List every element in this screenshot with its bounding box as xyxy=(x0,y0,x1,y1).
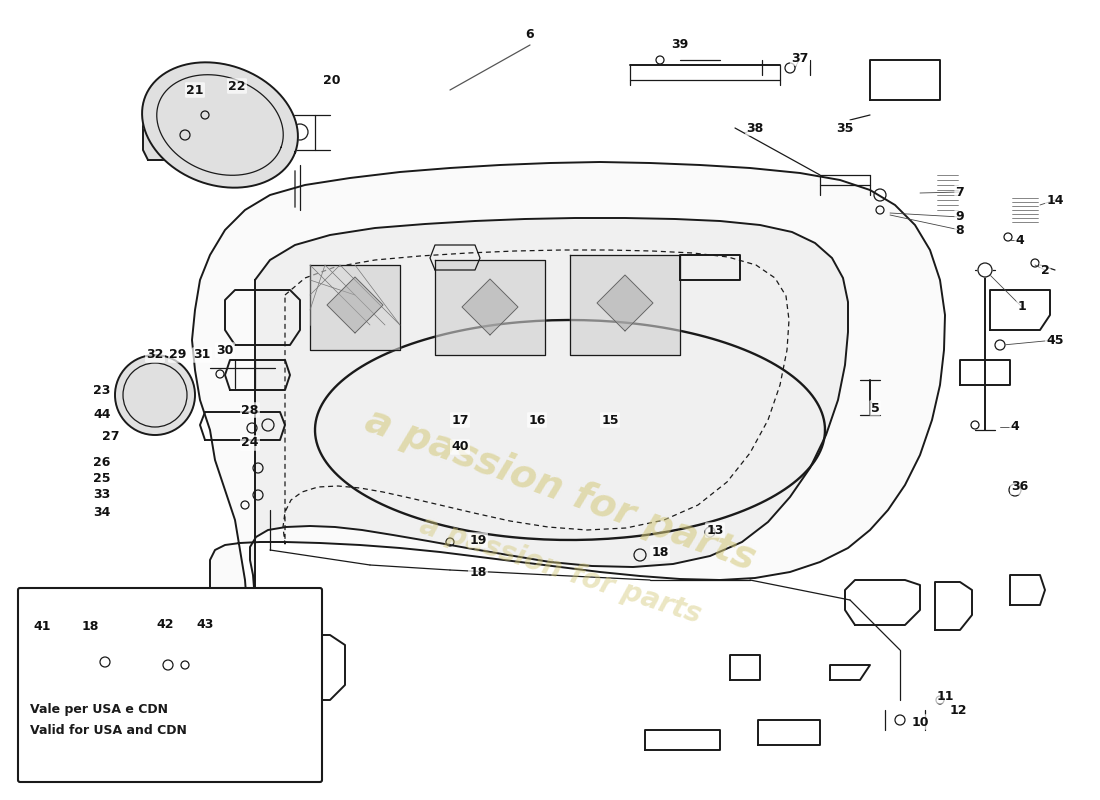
Text: 40: 40 xyxy=(451,441,469,454)
Text: 26: 26 xyxy=(94,455,111,469)
Text: a passion for parts: a passion for parts xyxy=(360,402,760,578)
Text: 19: 19 xyxy=(470,534,486,546)
FancyBboxPatch shape xyxy=(18,588,322,782)
Text: 25: 25 xyxy=(94,471,111,485)
Text: 11: 11 xyxy=(936,690,954,702)
Text: 14: 14 xyxy=(1046,194,1064,206)
Polygon shape xyxy=(462,279,518,335)
Text: 16: 16 xyxy=(528,414,546,426)
Text: 17: 17 xyxy=(451,414,469,426)
Text: 31: 31 xyxy=(194,349,211,362)
Polygon shape xyxy=(192,162,945,760)
Text: 23: 23 xyxy=(94,383,111,397)
Text: 37: 37 xyxy=(791,51,808,65)
Text: 15: 15 xyxy=(602,414,618,426)
Text: 7: 7 xyxy=(956,186,965,198)
Text: 41: 41 xyxy=(33,621,51,634)
Polygon shape xyxy=(250,218,848,600)
Circle shape xyxy=(978,263,992,277)
Text: 27: 27 xyxy=(102,430,120,443)
Text: 29: 29 xyxy=(169,349,187,362)
Text: 18: 18 xyxy=(81,621,99,634)
Circle shape xyxy=(116,355,195,435)
Text: 4: 4 xyxy=(1011,421,1020,434)
Text: 34: 34 xyxy=(94,506,111,518)
Text: 6: 6 xyxy=(526,29,535,42)
Text: 10: 10 xyxy=(911,715,928,729)
Polygon shape xyxy=(570,255,680,355)
Text: 21: 21 xyxy=(186,83,204,97)
Text: 38: 38 xyxy=(747,122,763,134)
Text: a passion for parts: a passion for parts xyxy=(416,511,704,629)
Text: Valid for USA and CDN: Valid for USA and CDN xyxy=(30,723,187,737)
Text: 4: 4 xyxy=(1015,234,1024,246)
Text: 43: 43 xyxy=(196,618,213,631)
Text: 45: 45 xyxy=(1046,334,1064,346)
Polygon shape xyxy=(327,277,383,333)
Text: 33: 33 xyxy=(94,489,111,502)
Text: 42: 42 xyxy=(156,618,174,631)
Text: 36: 36 xyxy=(1011,481,1028,494)
Text: 1: 1 xyxy=(1018,301,1026,314)
Text: 2: 2 xyxy=(1041,263,1049,277)
Text: 35: 35 xyxy=(836,122,854,134)
Polygon shape xyxy=(143,102,205,160)
Polygon shape xyxy=(138,395,172,415)
Text: 30: 30 xyxy=(217,343,233,357)
Text: 8: 8 xyxy=(956,223,965,237)
Polygon shape xyxy=(310,265,400,350)
Text: 44: 44 xyxy=(94,409,111,422)
Text: 28: 28 xyxy=(241,403,258,417)
Text: 39: 39 xyxy=(671,38,689,51)
Text: 18: 18 xyxy=(651,546,669,559)
Text: 9: 9 xyxy=(956,210,965,223)
Polygon shape xyxy=(142,62,298,188)
Text: 12: 12 xyxy=(949,705,967,718)
Text: 18: 18 xyxy=(470,566,486,578)
Text: 13: 13 xyxy=(706,523,724,537)
Text: 5: 5 xyxy=(870,402,879,414)
Polygon shape xyxy=(597,275,653,331)
Polygon shape xyxy=(434,260,544,355)
Text: Vale per USA e CDN: Vale per USA e CDN xyxy=(30,703,168,717)
Text: 32: 32 xyxy=(146,349,164,362)
Circle shape xyxy=(996,340,1005,350)
Text: 24: 24 xyxy=(241,437,258,450)
Text: 20: 20 xyxy=(323,74,341,86)
Text: 22: 22 xyxy=(229,79,245,93)
